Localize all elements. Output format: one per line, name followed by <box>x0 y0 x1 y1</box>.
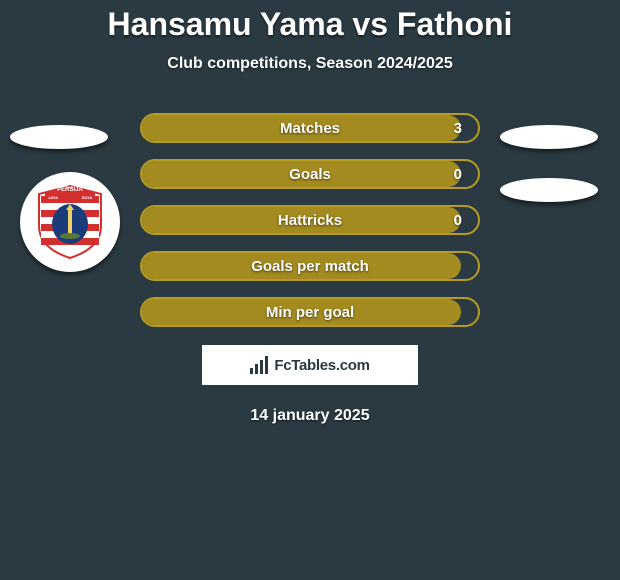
bar-chart-icon <box>250 356 268 374</box>
date-text: 14 january 2025 <box>0 407 620 425</box>
persija-shield-icon: PERSIJA JAYA RAYA <box>35 184 105 260</box>
svg-text:RAYA: RAYA <box>82 195 93 200</box>
team-badge: PERSIJA JAYA RAYA <box>20 172 120 272</box>
stat-bar-value: 0 <box>454 207 462 233</box>
player-ellipse-left <box>10 125 108 149</box>
page-title: Hansamu Yama vs Fathoni <box>0 0 620 43</box>
stat-bar-fill <box>142 253 461 279</box>
svg-text:JAYA: JAYA <box>48 195 58 200</box>
player-ellipse-right-1 <box>500 125 598 149</box>
stats-area: PERSIJA JAYA RAYA Matches3 Goals0 Hattrick… <box>0 113 620 425</box>
stat-bar-fill <box>142 299 461 325</box>
stat-bar: Goals per match <box>140 251 480 281</box>
stat-bar: Hattricks0 <box>140 205 480 235</box>
footer-brand-text: FcTables.com <box>274 357 369 374</box>
stat-bar-value: 3 <box>454 115 462 141</box>
page-subtitle: Club competitions, Season 2024/2025 <box>0 55 620 73</box>
stat-bar: Min per goal <box>140 297 480 327</box>
stat-bar: Matches3 <box>140 113 480 143</box>
stat-bar-fill <box>142 115 461 141</box>
stat-bar-value: 0 <box>454 161 462 187</box>
player-ellipse-right-2 <box>500 178 598 202</box>
stat-bar: Goals0 <box>140 159 480 189</box>
stat-bar-fill <box>142 207 461 233</box>
badge-title-text: PERSIJA <box>57 187 83 193</box>
stat-bar-fill <box>142 161 461 187</box>
footer-brand-box: FcTables.com <box>202 345 418 385</box>
